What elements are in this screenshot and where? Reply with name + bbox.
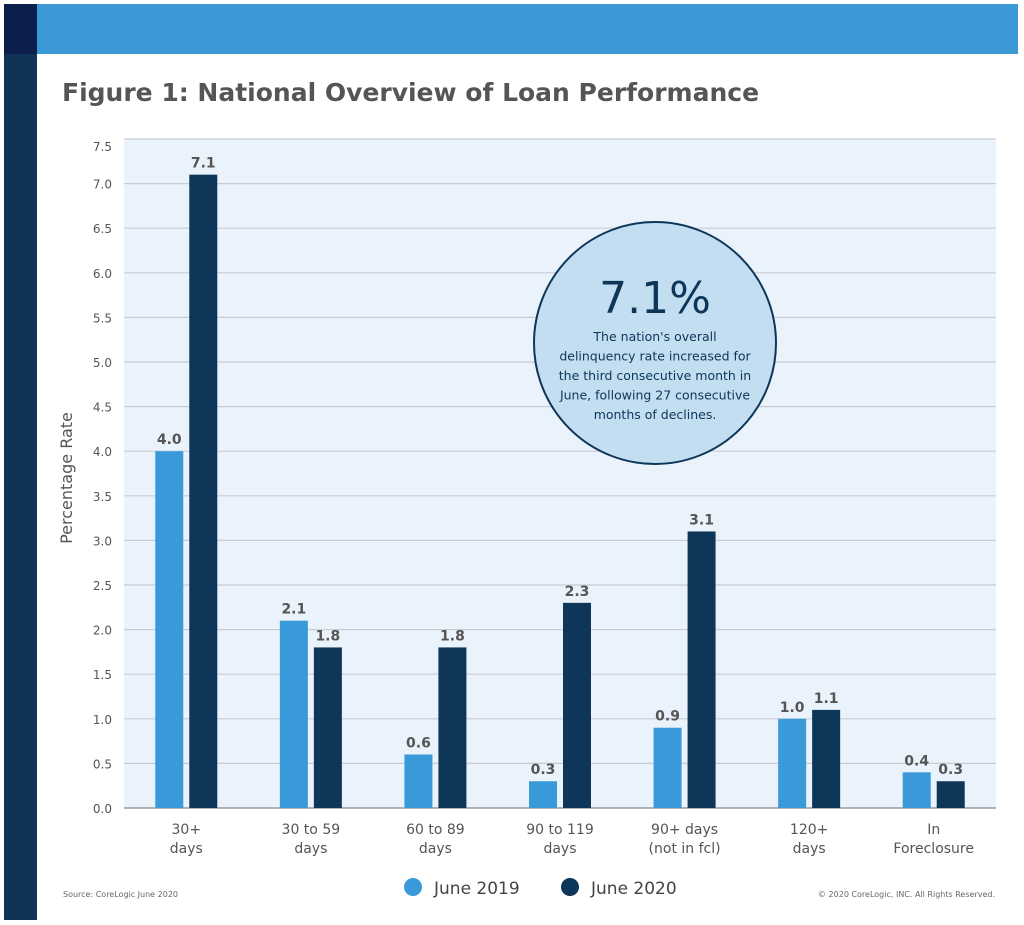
y-tick-label: 1.0 [93, 713, 112, 727]
bar-june-2020 [812, 709, 841, 808]
bar-june-2020 [189, 174, 218, 808]
data-label: 4.0 [157, 432, 182, 448]
bar-june-2020 [936, 781, 965, 808]
chart-title: Figure 1: National Overview of Loan Perf… [62, 78, 759, 107]
corner-block [4, 4, 37, 54]
legend-label-2020: June 2020 [590, 879, 677, 899]
callout-text-line: The nation's overall [592, 329, 716, 344]
data-label: 0.3 [531, 762, 556, 778]
legend: June 2019 June 2020 [404, 878, 677, 899]
plot-area [124, 139, 996, 808]
x-tick-label: 90 to 119 [526, 822, 594, 838]
x-tick-label: 90+ days [651, 822, 718, 838]
x-tick-label: 120+ [790, 822, 828, 838]
x-tick-label: 30 to 59 [282, 822, 341, 838]
x-tick-label: days [294, 841, 327, 857]
y-tick-label: 4.5 [93, 401, 112, 415]
x-tick-label: Foreclosure [893, 841, 974, 857]
bar-june-2019 [778, 718, 807, 808]
x-tick-label: days [170, 841, 203, 857]
data-label: 0.4 [904, 753, 929, 769]
legend-swatch-2019 [404, 878, 422, 896]
copyright-note: © 2020 CoreLogic, INC. All Rights Reserv… [818, 890, 995, 899]
data-label: 0.9 [655, 709, 680, 725]
y-tick-label: 1.5 [93, 668, 112, 682]
bar-june-2020 [687, 531, 716, 808]
data-label: 2.1 [281, 602, 306, 618]
bar-june-2019 [404, 754, 433, 808]
x-tick-label: In [927, 822, 940, 838]
header-bar [37, 4, 1018, 54]
source-note: Source: CoreLogic June 2020 [63, 890, 178, 899]
callout: 7.1% The nation's overall delinquency rat… [533, 221, 777, 465]
y-axis-label: Percentage Rate [57, 412, 76, 544]
bar-june-2020 [313, 647, 342, 808]
bar-june-2019 [279, 620, 308, 808]
x-tick-label: days [793, 841, 826, 857]
x-tick-label: (not in fcl) [649, 841, 721, 857]
x-tick-label: days [543, 841, 576, 857]
callout-value: 7.1% [599, 273, 711, 324]
data-label: 1.8 [315, 628, 340, 644]
x-tick-label: days [419, 841, 452, 857]
data-label: 1.0 [780, 700, 805, 716]
callout-text-line: delinquency rate increased for [559, 349, 751, 364]
x-tick-label: 60 to 89 [406, 822, 465, 838]
bar-june-2019 [902, 772, 931, 808]
sidebar-bar [4, 4, 37, 920]
legend-label-2019: June 2019 [433, 879, 520, 899]
data-label: 1.1 [814, 691, 839, 707]
bar-june-2020 [563, 602, 591, 808]
y-tick-label: 6.5 [93, 222, 112, 236]
y-tick-label: 4.0 [93, 445, 112, 459]
y-tick-label: 3.5 [93, 490, 112, 504]
data-label: 3.1 [689, 512, 714, 528]
y-tick-label: 0.0 [93, 802, 112, 816]
y-tick-label: 7.0 [93, 178, 112, 192]
data-label: 1.8 [440, 628, 465, 644]
data-label: 0.3 [938, 762, 963, 778]
y-tick-label: 5.0 [93, 356, 112, 370]
data-label: 7.1 [191, 156, 216, 172]
x-tick-label: 30+ [172, 822, 202, 838]
y-tick-label: 0.5 [93, 757, 112, 771]
y-tick-label: 3.0 [93, 534, 112, 548]
y-tick-label: 7.5 [93, 140, 112, 154]
data-label: 0.6 [406, 735, 431, 751]
bar-june-2020 [438, 647, 467, 808]
callout-circle [533, 221, 777, 465]
y-tick-label: 2.0 [93, 624, 112, 638]
data-label: 2.3 [565, 584, 590, 600]
callout-text-line: months of declines. [594, 407, 717, 422]
y-tick-label: 2.5 [93, 579, 112, 593]
legend-swatch-2020 [561, 878, 579, 896]
y-tick-label: 6.0 [93, 267, 112, 281]
callout-text-line: the third consecutive month in [559, 368, 751, 383]
bar-june-2019 [653, 727, 682, 808]
bar-june-2019 [529, 781, 557, 808]
bar-june-2019 [155, 451, 184, 808]
callout-text-line: June, following 27 consecutive [559, 388, 750, 403]
y-tick-label: 5.5 [93, 311, 112, 325]
